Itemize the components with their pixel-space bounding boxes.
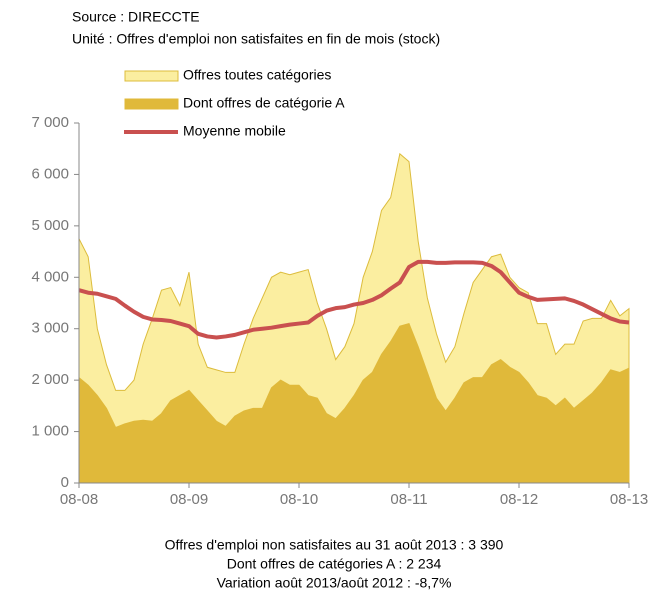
y-tick-label: 2 000: [31, 371, 69, 388]
y-tick-label: 4 000: [31, 268, 69, 285]
y-tick-label: 7 000: [31, 114, 69, 131]
note: Dont offres de catégories A : 2 234: [227, 556, 442, 572]
note: Variation août 2013/août 2012 : -8,7%: [217, 575, 452, 591]
legend-label: Moyenne mobile: [183, 123, 286, 139]
legend-label: Dont offres de catégorie A: [183, 95, 345, 111]
legend-swatch: [124, 70, 179, 82]
x-tick-label: 08-13: [610, 491, 648, 508]
source: Source : DIRECCTE: [72, 9, 200, 25]
x-tick-label: 08-08: [60, 491, 98, 508]
y-tick-label: 3 000: [31, 320, 69, 337]
line: [78, 259, 630, 340]
y-tick-label: 1 000: [31, 423, 69, 440]
note: Offres d'emploi non satisfaites au 31 ao…: [165, 537, 504, 553]
y-tick-label: 5 000: [31, 217, 69, 234]
unit: Unité : Offres d'emploi non satisfaites …: [72, 31, 440, 47]
x-tick-label: 08-09: [170, 491, 208, 508]
area: [78, 322, 630, 484]
legend-swatch: [124, 98, 179, 110]
x-tick-label: 08-10: [280, 491, 318, 508]
x-tick-label: 08-11: [390, 491, 427, 508]
x-tick-label: 08-12: [500, 491, 538, 508]
y-tick-label: 6 000: [31, 165, 69, 182]
y-tick-label: 0: [61, 474, 69, 491]
legend-label: Offres toutes catégories: [183, 67, 331, 83]
